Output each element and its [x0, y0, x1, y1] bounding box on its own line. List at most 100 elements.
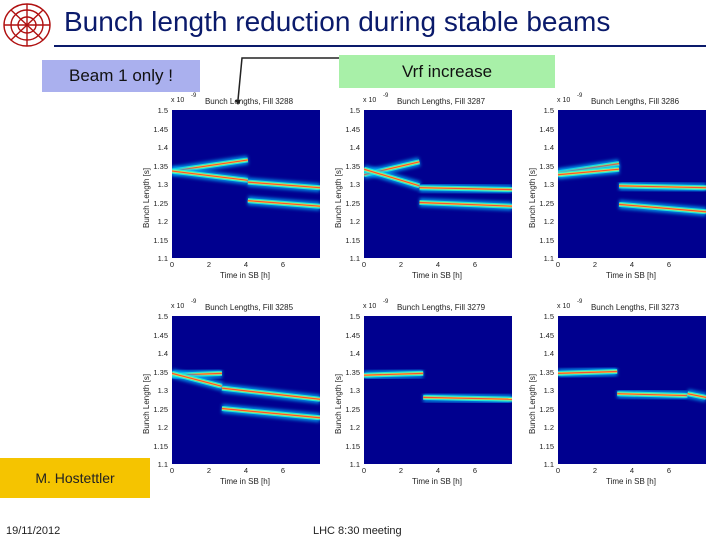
y-tick-label: 1.35 [345, 161, 360, 171]
y-tick-label: 1.1 [157, 254, 168, 263]
x-axis-label: Time in SB [h] [220, 271, 270, 280]
bunch-length-band-1 [172, 170, 248, 181]
y-tick-label: 1.25 [153, 198, 168, 208]
heatmap-area [172, 316, 320, 464]
x-tick-label: 2 [592, 466, 598, 475]
bunch-length-band-3 [221, 407, 320, 419]
bunch-length-band-3 [419, 201, 512, 207]
heatmap-area [558, 110, 706, 258]
x-tick-label: 6 [280, 466, 286, 475]
bunch-length-band-1 [423, 396, 512, 400]
x-tick-label: 2 [398, 466, 404, 475]
exponent-label: x 10 [557, 303, 571, 310]
y-tick-label: 1.2 [157, 423, 168, 432]
x-axis-label: Time in SB [h] [606, 271, 656, 280]
heatmap-fill-3286: x 10 -9 Bunch Lengths, Fill 3286 Bunch Leng… [526, 93, 706, 286]
y-tick-label: 1.1 [157, 460, 168, 469]
y-tick-label: 1.1 [349, 460, 360, 469]
y-tick-label: 1.3 [349, 180, 360, 189]
bunch-length-band-1 [172, 372, 223, 387]
y-tick-label: 1.35 [153, 367, 168, 377]
x-axis-label: Time in SB [h] [412, 477, 462, 486]
cern-logo-icon [3, 3, 51, 47]
y-tick-label: 1.25 [345, 404, 360, 414]
y-tick-label: 1.15 [539, 235, 554, 245]
y-tick-label: 1.45 [539, 124, 554, 134]
bunch-length-band-2 [619, 185, 706, 189]
exponent-label: x 10 [363, 97, 377, 104]
y-tick-label: 1.15 [345, 441, 360, 451]
exponent-power: -9 [191, 299, 197, 305]
y-tick-label: 1.5 [543, 106, 554, 115]
y-tick-label: 1.45 [153, 330, 168, 340]
y-tick-label: 1.3 [543, 386, 554, 395]
y-tick-label: 1.3 [349, 386, 360, 395]
title-divider [54, 45, 706, 47]
x-tick-label: 4 [243, 466, 249, 475]
x-tick-label: 2 [206, 466, 212, 475]
x-tick-label: 0 [169, 466, 175, 475]
bunch-length-band-2 [247, 181, 320, 189]
y-tick-label: 1.5 [157, 312, 168, 321]
y-tick-label: 1.15 [153, 235, 168, 245]
y-tick-label: 1.45 [539, 330, 554, 340]
bunch-length-band-3 [618, 203, 706, 213]
x-tick-label: 0 [361, 260, 367, 269]
x-tick-label: 2 [592, 260, 598, 269]
y-tick-label: 1.35 [539, 161, 554, 171]
heatmap-area [364, 110, 512, 258]
bunch-length-band-1 [558, 168, 620, 176]
exponent-power: -9 [383, 299, 389, 305]
y-tick-label: 1.2 [349, 217, 360, 226]
y-tick-label: 1.25 [153, 404, 168, 414]
x-tick-label: 0 [361, 466, 367, 475]
heatmap-fill-3273: x 10 -9 Bunch Lengths, Fill 3273 Bunch Leng… [526, 299, 706, 492]
y-tick-label: 1.5 [349, 312, 360, 321]
x-tick-label: 0 [555, 466, 561, 475]
x-tick-label: 6 [280, 260, 286, 269]
plot-title: Bunch Lengths, Fill 3288 [204, 97, 294, 106]
exponent-label: x 10 [363, 303, 377, 310]
y-tick-label: 1.2 [543, 423, 554, 432]
y-tick-label: 1.35 [153, 161, 168, 171]
y-tick-label: 1.5 [157, 106, 168, 115]
heatmap-area [172, 110, 320, 258]
heatmap-fill-3279: x 10 -9 Bunch Lengths, Fill 3279 Bunch Leng… [332, 299, 512, 492]
bunch-length-band-2 [419, 187, 512, 191]
bunch-length-band-1 [364, 168, 420, 187]
heatmap-fill-3287: x 10 -9 Bunch Lengths, Fill 3287 Bunch Leng… [332, 93, 512, 286]
exponent-label: x 10 [557, 97, 571, 104]
x-tick-label: 4 [629, 260, 635, 269]
y-tick-label: 1.4 [543, 143, 554, 152]
exponent-label: x 10 [171, 97, 185, 104]
x-tick-label: 4 [435, 466, 441, 475]
x-tick-label: 6 [666, 466, 672, 475]
y-tick-label: 1.4 [157, 143, 168, 152]
plot-title: Bunch Lengths, Fill 3279 [396, 303, 486, 312]
x-tick-label: 6 [472, 260, 478, 269]
bunch-length-band-1 [617, 393, 688, 397]
x-axis-label: Time in SB [h] [606, 477, 656, 486]
beam-only-tag: Beam 1 only ! [42, 60, 200, 92]
x-tick-label: 0 [555, 260, 561, 269]
footer-meeting: LHC 8:30 meeting [313, 525, 402, 537]
heatmap-background [364, 316, 512, 464]
plot-title: Bunch Lengths, Fill 3285 [204, 303, 294, 312]
bunch-length-band-2 [687, 393, 706, 398]
y-tick-label: 1.4 [157, 349, 168, 358]
exponent-power: -9 [383, 93, 389, 99]
heatmap-area [558, 316, 706, 464]
footer-date: 19/11/2012 [6, 525, 61, 537]
y-tick-label: 1.25 [539, 198, 554, 208]
y-tick-label: 1.45 [345, 330, 360, 340]
y-tick-label: 1.3 [157, 180, 168, 189]
x-tick-label: 4 [243, 260, 249, 269]
y-tick-label: 1.15 [345, 235, 360, 245]
exponent-label: x 10 [171, 303, 185, 310]
y-tick-label: 1.35 [539, 367, 554, 377]
heatmap-fill-3288: x 10 -9 Bunch Lengths, Fill 3288 Bunch Leng… [140, 93, 320, 286]
slide-title: Bunch length reduction during stable bea… [64, 6, 611, 37]
y-tick-label: 1.4 [349, 349, 360, 358]
y-tick-label: 1.35 [345, 367, 360, 377]
y-tick-label: 1.4 [349, 143, 360, 152]
